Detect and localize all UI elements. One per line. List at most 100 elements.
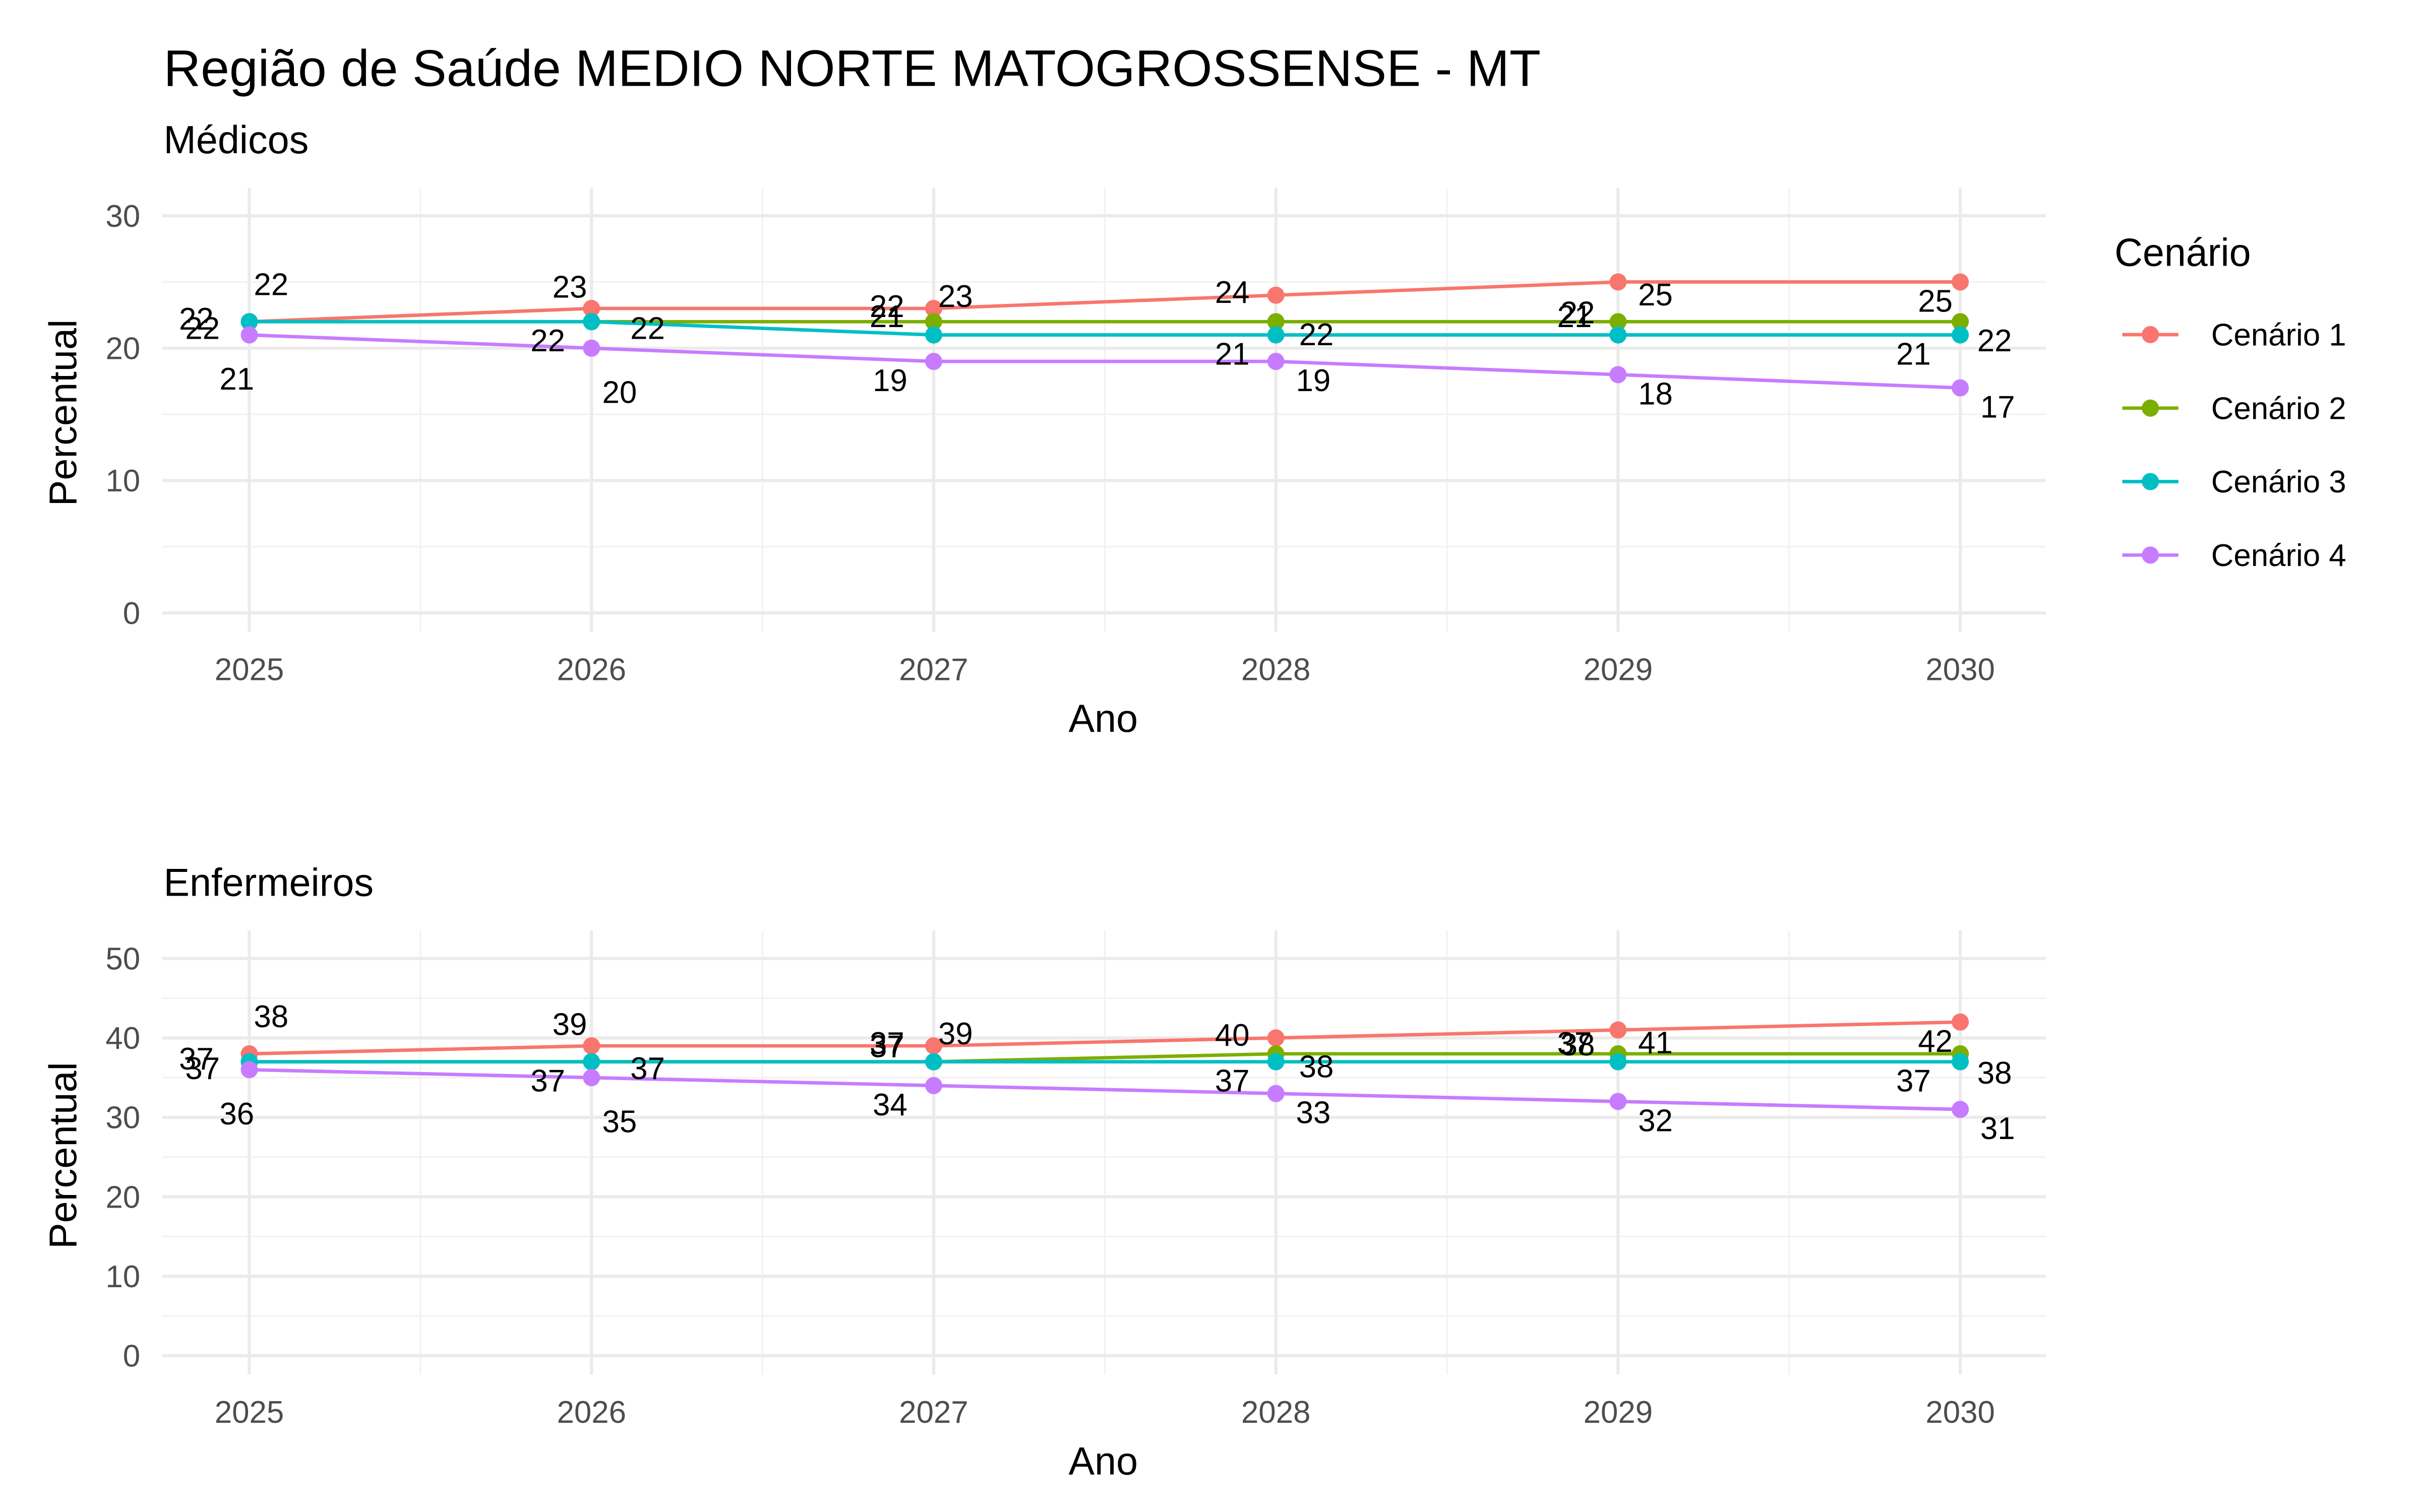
data-label: 37 [1215,1063,1250,1098]
panel-title-enfermeiros: Enfermeiros [164,861,374,905]
data-label: 38 [254,999,288,1034]
y-ticks-medicos: 0 10 20 30 [105,199,140,631]
y-ticks-enfermeiros: 0 10 20 30 40 50 [105,941,140,1373]
x-ticks-medicos: 2025 2026 2027 2028 2029 2030 [215,652,1995,687]
data-label: 38 [1977,1056,2012,1091]
data-label: 22 [179,302,214,337]
x-tick-label: 2028 [1241,652,1311,687]
data-label: 37 [870,1029,904,1064]
y-axis-title-enfermeiros: Percentual [42,1062,85,1249]
data-label: 32 [1638,1103,1673,1138]
data-label: 23 [553,270,587,304]
y-tick-label: 10 [105,1259,140,1294]
data-point [1609,366,1627,384]
series-line [249,1068,1961,1111]
data-point [925,353,942,370]
panel-title-medicos: Médicos [164,118,309,162]
data-point [240,1061,258,1079]
series-line [249,333,1961,390]
data-label: 22 [630,311,665,346]
data-point [925,299,942,318]
data-label: 23 [938,279,973,314]
data-label: 37 [1896,1063,1931,1098]
data-point [1609,1053,1627,1070]
x-tick-label: 2026 [557,1395,626,1430]
grid-enfermeiros [162,930,2046,1375]
data-point [583,299,600,318]
legend: Cenário Cenário 1 Cenário 2 Cenário 3 Cenár… [2114,231,2346,573]
chart-title: Região de Saúde MEDIO NORTE MATOGROSSENS… [164,39,1541,97]
data-label: 39 [553,1007,587,1042]
y-tick-label: 30 [105,1101,140,1136]
legend-key-point [2142,399,2159,417]
data-point [583,1069,600,1087]
data-label: 22 [254,267,288,302]
legend-key-point [2142,326,2159,343]
data-label: 22 [530,324,565,358]
grid-medicos [162,187,2046,632]
data-label: 31 [1980,1111,2015,1146]
data-point [1609,313,1627,331]
x-tick-label: 2027 [899,1395,969,1430]
data-point [1952,313,1969,331]
data-point [925,1053,942,1070]
data-point [925,313,942,331]
data-point [1267,326,1285,344]
x-axis-title-enfermeiros: Ano [1068,1439,1137,1483]
legend-title: Cenário [2114,231,2251,274]
data-label: 37 [179,1042,214,1077]
x-tick-label: 2027 [899,652,969,687]
data-point [1952,379,1969,397]
data-point [1952,1013,1969,1031]
x-tick-label: 2028 [1241,1395,1311,1430]
y-tick-label: 0 [123,596,140,631]
data-label: 21 [1557,299,1592,334]
data-label: 37 [185,1051,220,1086]
legend-label: Cenário 3 [2211,465,2346,499]
x-tick-label: 2029 [1584,652,1653,687]
data-label: 39 [938,1017,973,1051]
data-label: 24 [1215,275,1250,310]
x-tick-label: 2029 [1584,1395,1653,1430]
data-point [1609,273,1627,291]
data-point [1267,353,1285,370]
series-line [249,320,1961,337]
data-point [925,326,942,344]
data-label: 34 [873,1088,908,1122]
data-label: 20 [602,375,637,410]
series-line [249,280,1961,324]
y-tick-label: 40 [105,1021,140,1056]
data-label: 25 [1638,278,1673,312]
legend-label: Cenário 4 [2211,538,2346,573]
data-point [1267,1053,1285,1070]
data-label: 37 [530,1063,565,1098]
legend-label: Cenário 2 [2211,391,2346,426]
data-point [1952,326,1969,344]
data-label: 18 [1638,376,1673,411]
y-tick-label: 20 [105,331,140,366]
data-point [1609,1021,1627,1039]
data-label: 38 [1299,1049,1334,1084]
y-tick-label: 20 [105,1180,140,1215]
data-point [1609,326,1627,344]
data-point [583,313,600,331]
data-label: 17 [1980,390,2015,424]
data-point [925,1037,942,1055]
data-label: 38 [1560,1028,1595,1062]
legend-label: Cenário 1 [2211,318,2346,353]
data-label: 42 [1918,1024,1953,1059]
series-line [249,1020,1961,1056]
data-label: 41 [1638,1026,1673,1060]
data-point [1267,1029,1285,1047]
data-label: 22 [1560,295,1595,330]
data-point [240,326,258,344]
data-label: 22 [1299,318,1334,352]
data-label: 25 [1918,284,1953,319]
x-tick-label: 2030 [1925,652,1995,687]
data-label: 36 [219,1097,254,1131]
x-axis-title-medicos: Ano [1068,697,1137,740]
data-label: 35 [602,1105,637,1140]
